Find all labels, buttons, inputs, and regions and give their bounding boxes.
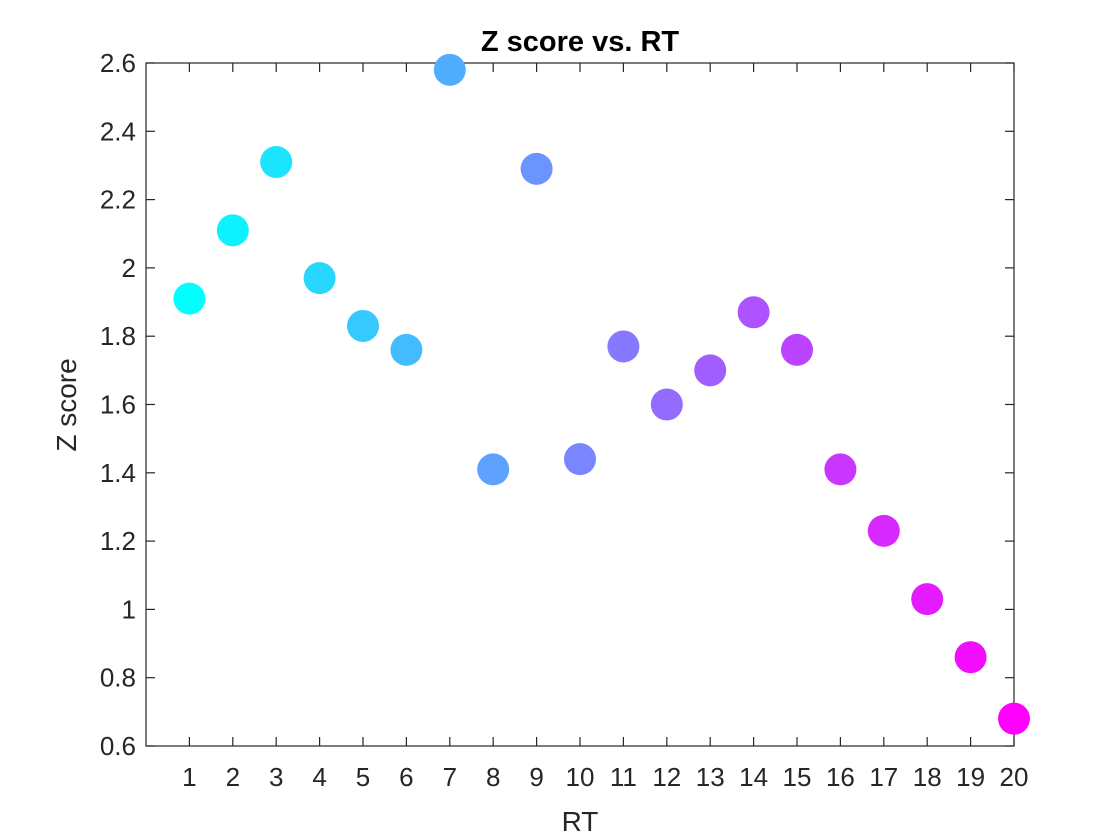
scatter-point <box>216 214 249 247</box>
x-tick-label: 15 <box>783 762 812 792</box>
y-tick-label: 0.6 <box>100 731 136 761</box>
scatter-point <box>564 443 596 476</box>
scatter-point <box>303 262 336 295</box>
x-tick-label: 6 <box>399 762 413 792</box>
y-tick-label: 2.4 <box>100 116 136 146</box>
x-tick-label: 13 <box>696 762 725 792</box>
scatter-point <box>433 53 466 86</box>
y-tick-label: 2.6 <box>100 48 136 78</box>
data-points <box>173 53 1030 735</box>
scatter-point <box>781 333 813 366</box>
x-tick-label: 4 <box>312 762 326 792</box>
x-tick-label: 2 <box>226 762 240 792</box>
x-tick-label: 16 <box>826 762 855 792</box>
scatter-point <box>867 514 900 547</box>
y-tick-label: 1 <box>122 594 136 624</box>
scatter-point <box>954 641 987 674</box>
x-tick-label: 1 <box>182 762 196 792</box>
x-tick-label: 5 <box>356 762 370 792</box>
y-axis-label: Z score <box>51 358 82 451</box>
chart-title: Z score vs. RT <box>481 26 680 58</box>
scatter-point <box>477 453 510 486</box>
x-tick-label: 9 <box>529 762 543 792</box>
x-tick-label: 18 <box>913 762 942 792</box>
y-tick-label: 1.8 <box>100 321 136 351</box>
x-tick-label: 17 <box>869 762 898 792</box>
x-tick-label: 8 <box>486 762 500 792</box>
y-tick-label: 1.6 <box>100 390 136 420</box>
scatter-point <box>390 333 423 366</box>
x-tick-label: 7 <box>443 762 457 792</box>
x-tick-label: 11 <box>610 762 637 792</box>
scatter-point <box>694 354 727 387</box>
scatter-point <box>520 152 553 185</box>
scatter-point <box>173 282 206 315</box>
x-tick-label: 10 <box>566 762 595 792</box>
y-tick-label: 0.8 <box>100 663 136 693</box>
y-tick-label: 1.4 <box>100 458 136 488</box>
y-tick-label: 2 <box>122 253 136 283</box>
scatter-point <box>824 453 857 486</box>
scatter-point <box>998 702 1030 735</box>
scatter-point <box>607 330 640 363</box>
scatter-point <box>650 388 683 421</box>
x-tick-label: 19 <box>956 762 985 792</box>
y-tick-label: 1.2 <box>100 526 136 556</box>
scatter-point <box>347 309 379 342</box>
x-tick-label: 20 <box>1000 762 1029 792</box>
y-axis: 0.6 0.8 1 1.2 1.4 1.6 1.8 2 2.2 2.4 2.6 <box>100 48 1014 761</box>
x-axis: 1 2 3 4 5 6 7 8 9 10 11 12 13 14 15 16 17 18 19 20 <box>182 63 1028 792</box>
x-tick-label: 12 <box>652 762 681 792</box>
scatter-point <box>260 146 293 179</box>
x-tick-label: 14 <box>739 762 768 792</box>
y-tick-label: 2.2 <box>100 185 136 215</box>
scatter-point <box>737 296 770 329</box>
x-tick-label: 3 <box>269 762 283 792</box>
x-axis-label: RT <box>562 806 599 837</box>
scatter-point <box>911 583 944 616</box>
